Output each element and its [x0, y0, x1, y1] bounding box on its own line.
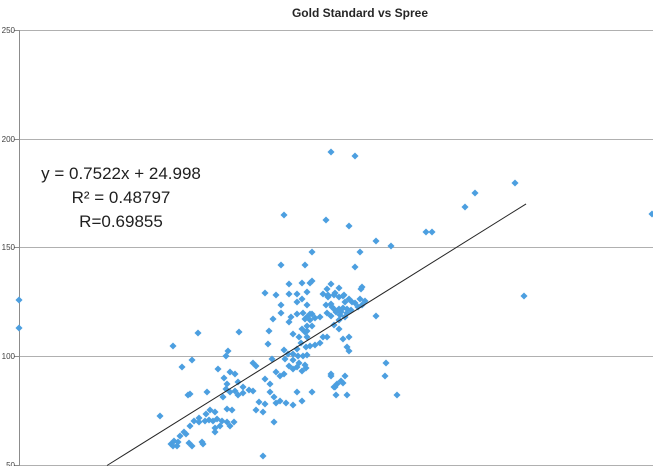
scatter-point [341, 372, 349, 380]
scatter-point [228, 406, 236, 414]
gridline [19, 139, 653, 140]
scatter-point [371, 312, 380, 320]
scatter-point [520, 292, 528, 300]
scatter-point [382, 359, 390, 367]
scatter-point [350, 263, 359, 271]
scatter-point [282, 399, 290, 407]
scatter-point [356, 248, 364, 256]
scatter-point [648, 210, 653, 218]
scatter-point [277, 309, 285, 317]
scatter-point [15, 296, 23, 304]
scatter-point [266, 380, 274, 388]
scatter-point [350, 152, 359, 160]
scatter-point [301, 261, 309, 269]
scatter-point [258, 452, 267, 460]
scatter-point [261, 289, 269, 297]
scatter-point [303, 288, 311, 296]
scatter-point [511, 179, 519, 187]
scatter-point [387, 242, 395, 250]
scatter-point [345, 347, 353, 355]
scatter-point [298, 279, 306, 287]
scatter-point [169, 342, 177, 350]
scatter-point [211, 407, 219, 416]
trendline-annotation: y = 0.7522x + 24.998 R² = 0.48797 R=0.69… [28, 162, 214, 234]
scatter-point [272, 291, 280, 299]
scatter-point [285, 290, 293, 298]
gridline [19, 247, 653, 248]
scatter-point [289, 401, 297, 409]
scatter-point [261, 400, 269, 408]
gridline [19, 356, 653, 357]
scatter-point [345, 222, 353, 230]
chart-title: Gold Standard vs Spree [291, 6, 429, 20]
scatter-point [308, 388, 316, 396]
trendline [106, 203, 527, 466]
scatter-point [258, 407, 267, 416]
trendline-equation: y = 0.7522x + 24.998 [41, 164, 201, 183]
y-axis-tick-label: 250 [1, 26, 15, 35]
scatter-point [264, 340, 272, 348]
scatter-point [293, 388, 301, 396]
scatter-point [371, 237, 380, 245]
scatter-point [187, 442, 196, 450]
scatter-point [428, 228, 436, 236]
y-axis-tick [14, 356, 19, 357]
scatter-point [182, 430, 190, 438]
scatter-point [277, 301, 285, 309]
scatter-point [316, 313, 324, 321]
y-axis-tick [14, 139, 19, 140]
scatter-point [156, 412, 164, 420]
scatter-point [235, 328, 243, 336]
scatter-point [279, 211, 288, 219]
scatter-point [322, 216, 330, 224]
scatter-point [335, 325, 343, 333]
scatter-point [270, 418, 278, 426]
scatter-point [252, 362, 260, 370]
scatter-point [393, 391, 401, 399]
scatter-point [343, 391, 351, 399]
y-axis-tick-label: 200 [1, 135, 15, 144]
scatter-point [303, 301, 311, 309]
r-squared-value: R² = 0.48797 [71, 188, 171, 207]
scatter-point [187, 356, 196, 364]
scatter-point [306, 279, 314, 287]
scatter-point [203, 388, 211, 396]
scatter-point [15, 324, 23, 332]
y-axis-tick-label: 50 [6, 461, 15, 466]
scatter-point [381, 372, 389, 380]
scatter-point [298, 397, 306, 405]
scatter-point [471, 189, 479, 197]
scatter-point [252, 406, 260, 414]
scatter-point [345, 332, 353, 341]
y-axis-tick [14, 247, 19, 248]
r-value: R=0.69855 [79, 212, 163, 231]
y-axis-line [19, 30, 20, 466]
scatter-point [194, 329, 202, 337]
scatter-point [184, 391, 192, 399]
y-axis-tick [14, 30, 19, 31]
scatter-point [269, 315, 277, 323]
scatter-point [295, 332, 303, 341]
scatter-point [249, 387, 257, 395]
scatter-point [327, 148, 335, 156]
scatter-point [285, 280, 293, 288]
scatter-point [211, 428, 219, 436]
scatter-point [332, 391, 340, 399]
y-axis-tick-label: 150 [1, 243, 15, 252]
scatter-point [461, 203, 469, 211]
scatter-point [178, 363, 186, 371]
scatter-point [308, 322, 316, 330]
scatter-point [277, 261, 285, 269]
scatter-point [358, 282, 366, 291]
scatter-point [265, 327, 273, 335]
scatter-point [214, 365, 222, 373]
gridline [19, 30, 653, 31]
y-axis-tick-label: 100 [1, 352, 15, 361]
scatter-point [308, 248, 316, 256]
